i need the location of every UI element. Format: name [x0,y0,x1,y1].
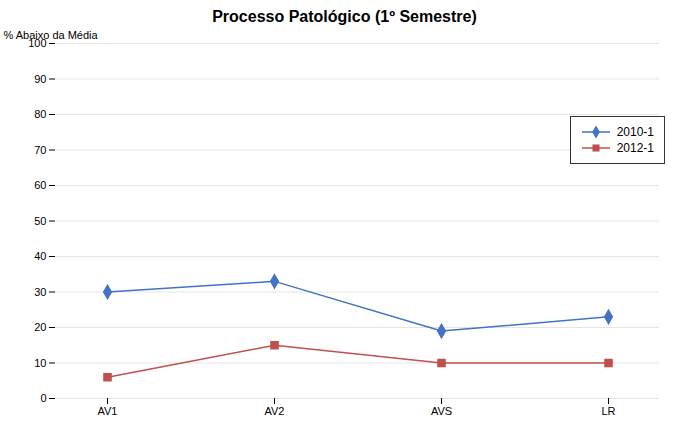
svg-text:AV1: AV1 [98,405,118,417]
svg-text:60: 60 [34,179,46,191]
svg-text:100: 100 [28,37,47,49]
svg-text:40: 40 [34,250,46,262]
svg-text:AVS: AVS [431,405,452,417]
svg-text:0: 0 [40,392,46,404]
svg-text:10: 10 [34,357,46,369]
svg-text:90: 90 [34,73,46,85]
svg-text:30: 30 [34,286,46,298]
html-text:2010-1: 2010-1 [616,125,654,139]
html-text:2012-1: 2012-1 [616,141,654,155]
svg-text:20: 20 [34,321,46,333]
svg-text:% Abaixo da Média: % Abaixo da Média [4,29,99,41]
svg-text:AV2: AV2 [265,405,285,417]
svg-text:50: 50 [34,215,46,227]
html-text:Processo Patológico (1º Semest: Processo Patológico (1º Semestre) [212,8,477,25]
svg-text:70: 70 [34,144,46,156]
svg-text:80: 80 [34,108,46,120]
svg-text:LR: LR [601,405,615,417]
